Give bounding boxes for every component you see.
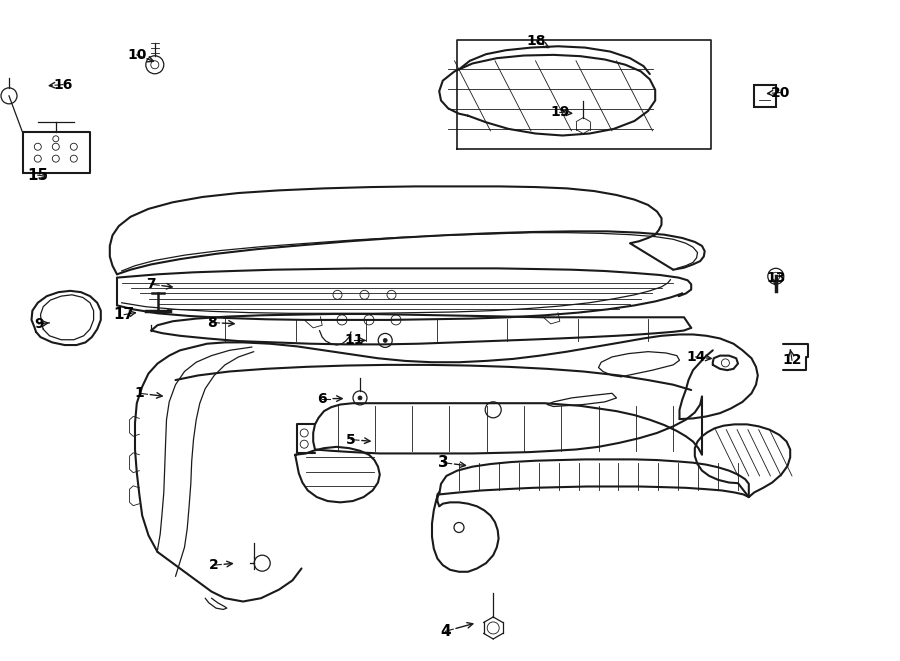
Text: 11: 11 [344,333,364,348]
Text: 20: 20 [770,85,790,100]
Text: 19: 19 [550,105,570,120]
Text: 7: 7 [147,277,156,292]
Text: 16: 16 [53,77,73,92]
Bar [754,85,776,107]
Text: 8: 8 [207,315,216,330]
Circle shape [383,338,387,342]
Text: 6: 6 [318,391,327,406]
Text: 17: 17 [113,307,135,322]
Text: 4: 4 [440,624,451,639]
Text: 15: 15 [27,168,49,182]
Text: 5: 5 [346,432,356,447]
Text: 3: 3 [438,455,449,470]
Text: 12: 12 [782,353,802,368]
Text: 9: 9 [34,317,43,331]
Text: 14: 14 [686,350,706,364]
Text: 2: 2 [209,558,218,572]
Text: 18: 18 [526,34,546,48]
Circle shape [358,396,362,400]
Text: 1: 1 [135,386,144,401]
Text: 13: 13 [766,270,786,285]
Text: 10: 10 [127,48,147,62]
